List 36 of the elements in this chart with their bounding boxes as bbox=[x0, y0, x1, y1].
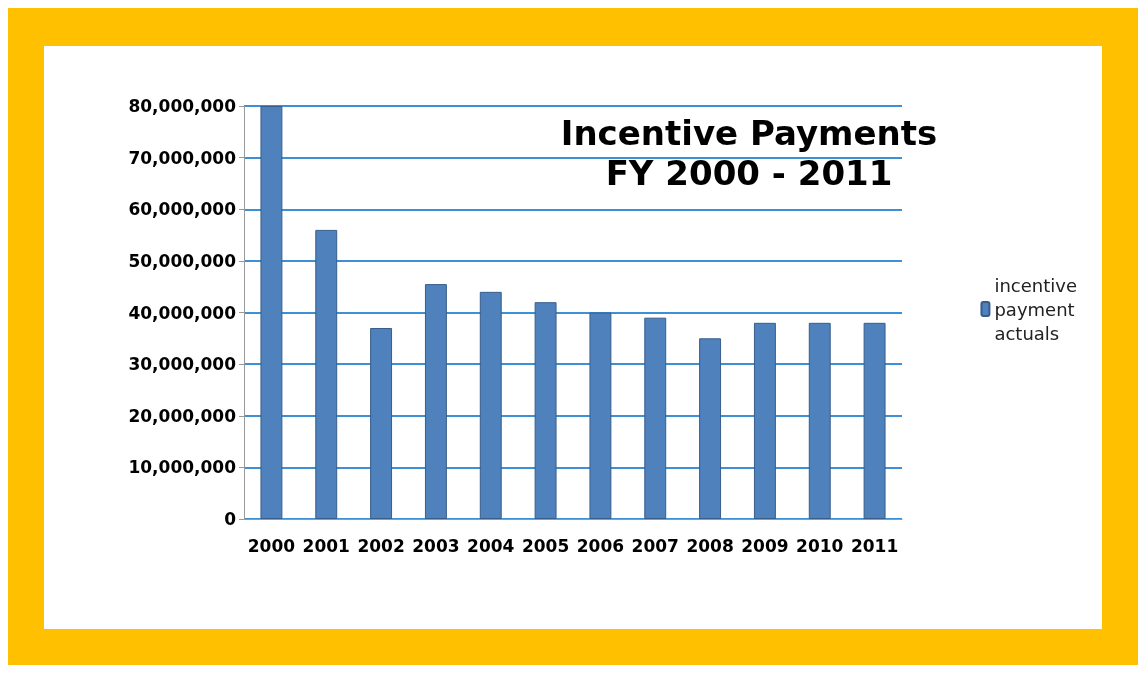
bar bbox=[589, 312, 612, 519]
x-tick-label: 2001 bbox=[302, 535, 350, 556]
bar bbox=[370, 327, 393, 519]
x-tick-label: 2003 bbox=[412, 535, 460, 556]
bar bbox=[315, 229, 338, 519]
x-tick-label: 2006 bbox=[576, 535, 625, 556]
x-tick-label: 2005 bbox=[521, 535, 570, 556]
y-tick-label: 40,000,000 bbox=[128, 302, 237, 323]
x-tick-label: 2000 bbox=[247, 535, 296, 556]
chart-title: Incentive Payments bbox=[560, 113, 938, 153]
x-tick-label: 2007 bbox=[631, 535, 679, 556]
x-tick-label: 2009 bbox=[741, 535, 789, 556]
bar bbox=[260, 106, 283, 519]
bar bbox=[699, 338, 722, 519]
y-tick-label: 80,000,000 bbox=[128, 96, 237, 116]
x-tick-label: 2004 bbox=[467, 535, 515, 556]
bar bbox=[424, 284, 447, 519]
y-tick-label: 60,000,000 bbox=[128, 199, 237, 220]
y-tick-label: 30,000,000 bbox=[128, 354, 237, 375]
bar bbox=[753, 322, 776, 519]
y-tick-label: 70,000,000 bbox=[128, 147, 237, 168]
y-tick-label: 20,000,000 bbox=[128, 405, 237, 426]
bar bbox=[808, 322, 831, 519]
bar bbox=[644, 317, 667, 519]
bar bbox=[534, 302, 557, 519]
x-tick-label: 2002 bbox=[357, 535, 405, 556]
x-tick-label: 2011 bbox=[850, 535, 899, 556]
y-tick-label: 10,000,000 bbox=[128, 457, 237, 478]
y-tick-label: 50,000,000 bbox=[128, 250, 237, 271]
bar bbox=[863, 322, 886, 519]
x-tick-label: 2010 bbox=[796, 535, 844, 556]
text: FY 2000 - 2011 bbox=[605, 153, 893, 193]
legend-label: incentive payment actuals bbox=[994, 274, 1077, 344]
x-tick-label: 2008 bbox=[686, 535, 734, 556]
bar bbox=[479, 291, 502, 519]
y-tick-label: 0 bbox=[224, 509, 237, 529]
